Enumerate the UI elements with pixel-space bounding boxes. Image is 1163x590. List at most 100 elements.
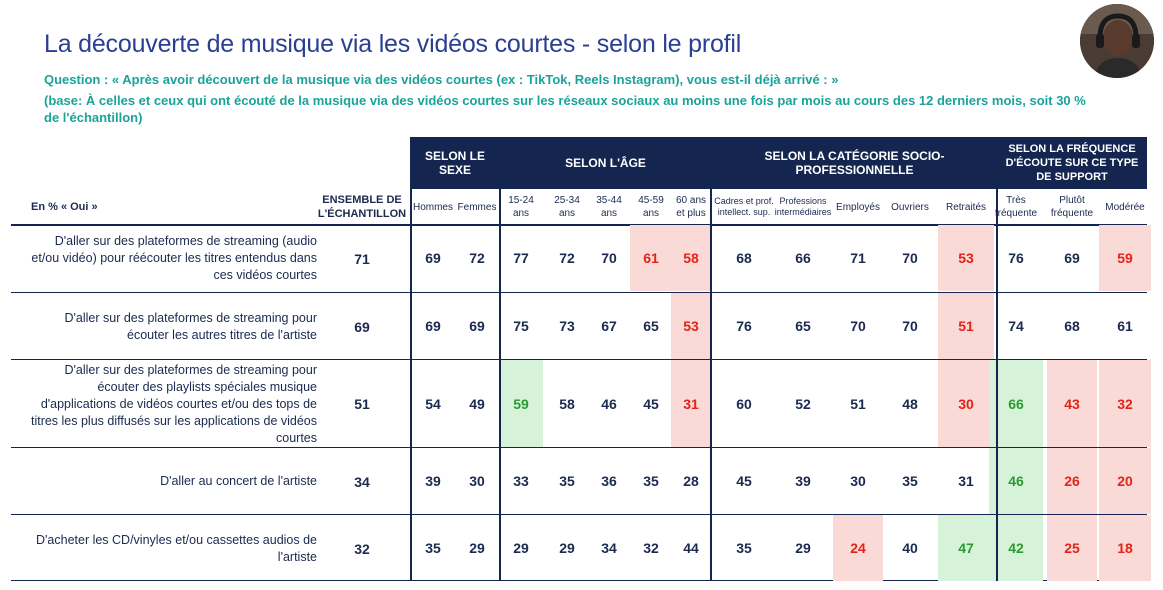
group-header: SELON LA CATÉGORIE SOCIO-PROFESSIONNELLE — [711, 137, 998, 189]
table-cell: 65 — [795, 318, 811, 334]
table-cell: 72 — [559, 250, 575, 266]
table-cell: 31 — [958, 473, 974, 489]
column-header: Modérée — [1105, 201, 1145, 213]
table-cell: 53 — [671, 293, 711, 359]
table-cell: 39 — [425, 473, 441, 489]
column-header: 15-24 ans — [508, 195, 534, 219]
table-cell: 30 — [469, 473, 485, 489]
table-cell: 30 — [938, 360, 994, 447]
column-header: 35-44 ans — [596, 195, 622, 219]
row-divider — [11, 292, 1147, 293]
table-cell: 54 — [425, 395, 441, 412]
table-cell: 67 — [601, 318, 617, 334]
row-divider — [11, 359, 1147, 360]
table-cell: 53 — [938, 225, 994, 291]
table-cell: 59 — [499, 360, 543, 447]
row-divider — [11, 580, 1147, 581]
table-cell: 58 — [671, 225, 711, 291]
table-cell: 46 — [989, 448, 1043, 514]
table-cell: 25 — [1047, 515, 1097, 581]
column-header: 60 ans et plus — [675, 195, 707, 219]
ensemble-value: 69 — [354, 318, 370, 335]
row-divider — [11, 514, 1147, 515]
table-cell: 32 — [643, 540, 659, 556]
table-cell: 46 — [601, 395, 617, 412]
ensemble-value: 34 — [354, 473, 370, 490]
table-cell: 60 — [736, 395, 752, 412]
column-header: Très fréquente — [994, 195, 1038, 219]
ensemble-value: 32 — [354, 540, 370, 557]
table-cell: 69 — [469, 318, 485, 334]
table-cell: 77 — [513, 250, 529, 266]
table-cell: 35 — [425, 540, 441, 556]
table-cell: 33 — [513, 473, 529, 489]
table-cell: 49 — [469, 395, 485, 412]
column-header: Hommes — [412, 201, 453, 213]
column-header: Ouvriers — [891, 201, 929, 213]
column-header: 45-59 ans — [638, 195, 664, 219]
row-label: D'aller sur des plateformes de streaming… — [30, 362, 317, 445]
column-header: Plutôt fréquente — [1050, 195, 1094, 219]
table-cell: 45 — [643, 395, 659, 412]
row-divider — [11, 224, 1147, 226]
table-cell: 35 — [643, 473, 659, 489]
table-cell: 74 — [1008, 318, 1024, 334]
column-divider — [710, 137, 712, 581]
table-cell: 36 — [601, 473, 617, 489]
table-cell: 44 — [683, 540, 699, 556]
table-cell: 76 — [736, 318, 752, 334]
ensemble-header: ENSEMBLE DE L'ÉCHANTILLON — [317, 194, 407, 220]
avatar — [1080, 4, 1154, 78]
row-label: D'aller au concert de l'artiste — [160, 474, 317, 488]
person-with-headphones-icon — [1080, 4, 1154, 78]
table-cell: 70 — [850, 318, 866, 334]
row-divider — [11, 447, 1147, 448]
question-text: Question : « Après avoir découvert de la… — [44, 72, 839, 87]
table-cell: 32 — [1099, 360, 1151, 447]
table-cell: 66 — [989, 360, 1043, 447]
table-cell: 61 — [1117, 318, 1133, 334]
column-divider — [499, 137, 501, 581]
table-cell: 69 — [425, 250, 441, 266]
group-header: SELON LE SEXE — [411, 137, 499, 189]
table-cell: 35 — [559, 473, 575, 489]
table-cell: 40 — [902, 540, 918, 556]
table-cell: 70 — [601, 250, 617, 266]
page-title: La découverte de musique via les vidéos … — [44, 30, 742, 58]
table-cell: 70 — [902, 318, 918, 334]
table-cell: 65 — [643, 318, 659, 334]
group-header: SELON LA FRÉQUENCE D'ÉCOUTE SUR CE TYPE … — [997, 137, 1147, 189]
table-cell: 48 — [902, 395, 918, 412]
table-cell: 68 — [736, 250, 752, 266]
table-cell: 29 — [795, 540, 811, 556]
group-header: SELON L'ÂGE — [500, 137, 711, 189]
table-cell: 28 — [683, 473, 699, 489]
table-cell: 29 — [513, 540, 529, 556]
column-divider — [996, 137, 998, 581]
table-cell: 68 — [1064, 318, 1080, 334]
table-cell: 71 — [850, 250, 866, 266]
column-header: 25-34 ans — [554, 195, 580, 219]
table-cell: 70 — [902, 250, 918, 266]
table-cell: 29 — [469, 540, 485, 556]
table-cell: 59 — [1099, 225, 1151, 291]
column-header: Retraités — [945, 201, 986, 213]
table-cell: 51 — [850, 395, 866, 412]
ensemble-value: 51 — [354, 396, 370, 412]
table-cell: 76 — [1008, 250, 1024, 266]
table-cell: 24 — [833, 515, 883, 581]
table-cell: 20 — [1099, 448, 1151, 514]
table-cell: 29 — [559, 540, 575, 556]
ensemble-value: 71 — [354, 250, 370, 267]
table-cell: 73 — [559, 318, 575, 334]
table-cell: 52 — [795, 395, 811, 412]
table-cell: 35 — [736, 540, 752, 556]
table-cell: 72 — [469, 250, 485, 266]
table-cell: 35 — [902, 473, 918, 489]
column-divider — [410, 137, 412, 581]
base-text: (base: À celles et ceux qui ont écouté d… — [44, 93, 1086, 125]
table-cell: 47 — [938, 515, 994, 581]
table-cell: 45 — [736, 473, 752, 489]
table-cell: 34 — [601, 540, 617, 556]
table-cell: 61 — [630, 225, 672, 291]
